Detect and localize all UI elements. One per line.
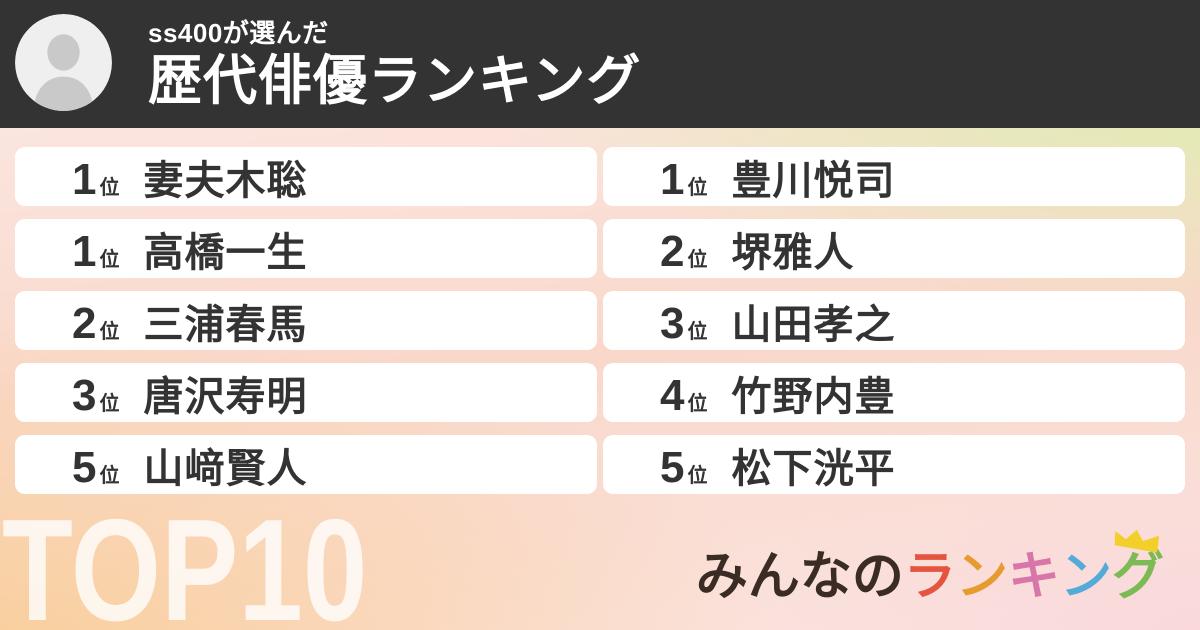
rank-number: 5: [72, 442, 97, 492]
rank-suffix: 位: [99, 176, 120, 199]
page-title: 歴代俳優ランキング: [148, 50, 642, 111]
rank-suffix: 位: [687, 248, 708, 271]
ranking-list: 1 位 妻夫木聡 1 位 高橋一生 2 位 三浦春馬 3 位 唐沢寿明: [15, 147, 1185, 494]
logo-char: ラ: [903, 547, 956, 606]
ranking-card: 5 位 山﨑賢人: [15, 435, 597, 494]
attribution-label: ss400が選んだ: [148, 18, 329, 48]
actor-name: 松下洸平: [731, 446, 896, 491]
user-avatar: [15, 14, 112, 111]
actor-name: 山﨑賢人: [143, 446, 308, 491]
rank-number: 2: [660, 226, 685, 276]
header: ss400が選んだ 歴代俳優ランキング: [0, 0, 1200, 128]
rank-suffix: 位: [687, 176, 708, 199]
actor-name: 高橋一生: [143, 230, 308, 275]
ranking-card: 5 位 松下洸平: [603, 435, 1185, 494]
actor-name: 三浦春馬: [143, 302, 308, 347]
logo-prefix: みんなの: [695, 547, 904, 606]
rank-suffix: 位: [687, 464, 708, 487]
ranking-card: 3 位 山田孝之: [603, 291, 1185, 350]
rank-number: 3: [660, 298, 685, 348]
logo-char: グ: [1111, 547, 1164, 606]
rank-suffix: 位: [99, 464, 120, 487]
rank-number: 1: [72, 154, 97, 204]
ranking-card: 2 位 三浦春馬: [15, 291, 597, 350]
logo-char: ン: [1059, 547, 1112, 606]
rank-number: 1: [660, 154, 685, 204]
actor-name: 竹野内豊: [731, 374, 896, 419]
rank-suffix: 位: [99, 248, 120, 271]
ranking-card: 1 位 豊川悦司: [603, 147, 1185, 206]
logo-char: キ: [1007, 547, 1060, 606]
top10-watermark: TOP10: [2, 489, 368, 630]
rank-number: 2: [72, 298, 97, 348]
actor-name: 山田孝之: [731, 302, 896, 347]
rank-suffix: 位: [99, 320, 120, 343]
ranking-card: 4 位 竹野内豊: [603, 363, 1185, 422]
rank-number: 3: [72, 370, 97, 420]
actor-name: 豊川悦司: [731, 158, 896, 203]
ranking-card: 3 位 唐沢寿明: [15, 363, 597, 422]
ranking-card: 1 位 高橋一生: [15, 219, 597, 278]
ranking-card: 2 位 堺雅人: [603, 219, 1185, 278]
logo-char: ン: [955, 547, 1008, 606]
rank-suffix: 位: [99, 392, 120, 415]
actor-name: 唐沢寿明: [143, 374, 308, 419]
ranking-card: 1 位 妻夫木聡: [15, 147, 597, 206]
person-icon: [15, 14, 112, 111]
rank-suffix: 位: [687, 392, 708, 415]
actor-name: 堺雅人: [731, 230, 855, 275]
rank-number: 5: [660, 442, 685, 492]
crown-icon: [1110, 524, 1163, 554]
actor-name: 妻夫木聡: [143, 158, 308, 203]
minna-no-ranking-logo: みんなのランキング: [695, 529, 1164, 608]
rank-number: 4: [660, 370, 685, 420]
rank-number: 1: [72, 226, 97, 276]
rank-suffix: 位: [687, 320, 708, 343]
header-text: ss400が選んだ 歴代俳優ランキング: [148, 17, 641, 109]
